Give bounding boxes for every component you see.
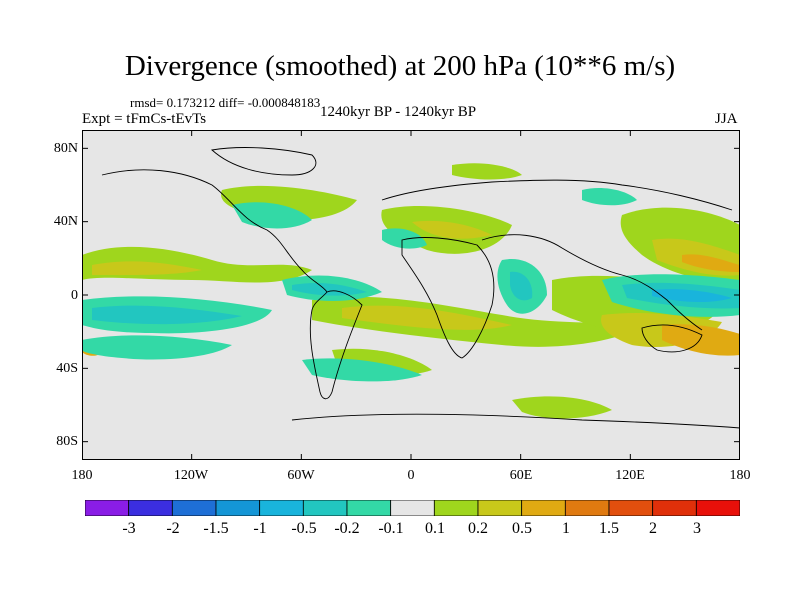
map-ticks [82, 130, 740, 460]
experiment-label: Expt = tFmCs-tEvTs [82, 111, 207, 127]
colorbar-swatch [564, 500, 610, 516]
colorbar-swatch [477, 500, 523, 516]
colorbar [85, 500, 740, 516]
colorbar-swatch [390, 500, 435, 516]
colorbar-label: -1 [253, 520, 267, 537]
positive-region [512, 396, 612, 419]
negative-region [292, 282, 367, 296]
negative-region [92, 305, 242, 325]
colorbar-swatch [259, 500, 304, 516]
colorbar-label: 0.1 [425, 520, 445, 537]
colorbar-swatch [128, 500, 173, 516]
colorbar-label: -1.5 [203, 520, 229, 537]
colorbar-label: 1 [562, 520, 570, 537]
negative-region [302, 358, 422, 382]
lon-label: 0 [407, 468, 415, 483]
colorbar-label: 0.5 [512, 520, 532, 537]
negative-region [382, 228, 427, 249]
field-contours [82, 163, 740, 419]
colorbar-label: -0.2 [334, 520, 360, 537]
positive-region [342, 305, 512, 330]
positive-region [92, 261, 202, 276]
lon-label: 180 [71, 468, 93, 483]
colorbar-swatch [433, 500, 479, 516]
colorbar-label: -2 [166, 520, 180, 537]
colorbar-swatch [695, 500, 740, 516]
lon-label: 60W [287, 468, 315, 483]
lon-label: 60E [509, 468, 533, 483]
map-plot [82, 130, 740, 460]
colorbar-swatch [521, 500, 566, 516]
positive-region [662, 324, 740, 356]
colorbar-label: -3 [122, 520, 136, 537]
colorbar-swatch [608, 500, 654, 516]
chart-title: Divergence (smoothed) at 200 hPa (10**6 … [124, 50, 676, 82]
period-label: 1240kyr BP - 1240kyr BP [320, 104, 477, 120]
lat-label: 40S [56, 361, 78, 376]
negative-region [652, 289, 732, 303]
negative-region [510, 271, 533, 301]
colorbar-swatch [346, 500, 392, 516]
lon-label: 120E [615, 468, 645, 483]
colorbar-swatch [215, 500, 261, 516]
colorbar-label: 2 [649, 520, 657, 537]
colorbar-swatch [302, 500, 348, 516]
lon-label: 180 [729, 468, 751, 483]
season-label: JJA [715, 111, 738, 127]
colorbar-swatch [171, 500, 217, 516]
positive-region [452, 163, 522, 180]
colorbar-label: -0.5 [291, 520, 317, 537]
lat-label: 0 [71, 288, 78, 303]
colorbar-swatch [85, 500, 130, 516]
negative-region [582, 188, 637, 206]
positive-region [682, 254, 740, 272]
colorbar-swatch [652, 500, 697, 516]
lat-label: 40N [53, 214, 78, 229]
stats-text: rmsd= 0.173212 diff= -0.000848183 [130, 95, 321, 110]
colorbar-label: 1.5 [599, 520, 619, 537]
negative-region [82, 335, 232, 360]
lat-label: 80N [53, 141, 78, 156]
coastlines [101, 147, 740, 429]
positive-region [412, 220, 492, 239]
lat-label: 80S [56, 434, 78, 449]
colorbar-label: 0.2 [468, 520, 488, 537]
lon-label: 120W [173, 468, 209, 483]
colorbar-label: -0.1 [378, 520, 404, 537]
colorbar-label: 3 [693, 520, 701, 537]
